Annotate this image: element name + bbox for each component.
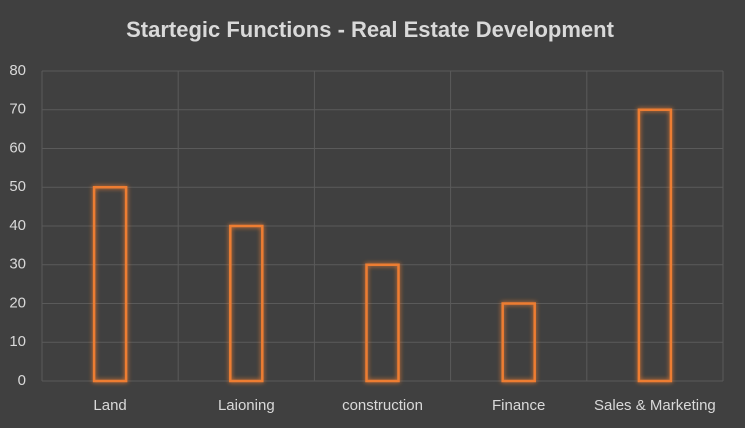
y-tick-label: 10 (9, 333, 26, 350)
y-tick-label: 20 (9, 294, 26, 311)
x-tick-label: Sales & Marketing (594, 397, 716, 414)
bar (637, 108, 673, 383)
x-tick-label: Finance (492, 397, 545, 414)
bar (501, 302, 536, 383)
y-tick-label: 40 (9, 217, 26, 234)
bar (229, 224, 264, 383)
x-tick-label: Land (93, 397, 126, 414)
bar (365, 263, 400, 383)
chart-title: Startegic Functions - Real Estate Develo… (126, 17, 614, 42)
x-tick-label: construction (342, 397, 423, 414)
y-tick-label: 60 (9, 139, 26, 156)
y-tick-label: 70 (9, 101, 26, 118)
y-tick-label: 0 (18, 372, 26, 389)
y-tick-label: 50 (9, 178, 26, 195)
bar (92, 186, 128, 383)
x-tick-label: Laioning (218, 397, 275, 414)
y-tick-label: 30 (9, 256, 26, 273)
y-tick-label: 80 (9, 62, 26, 79)
